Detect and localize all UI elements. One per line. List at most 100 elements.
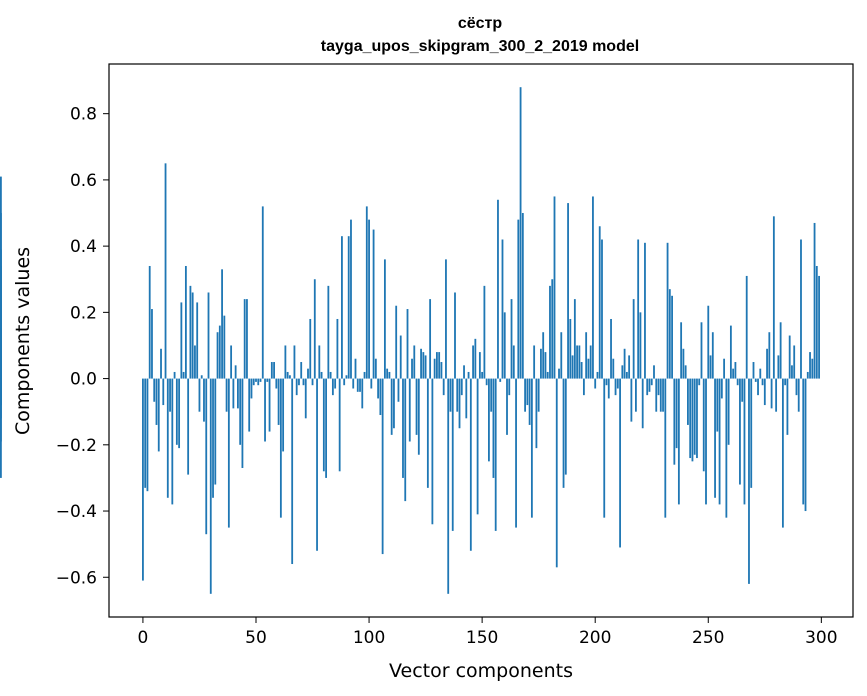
bar-236 (675, 378, 678, 449)
bar-117 (406, 309, 409, 379)
bar-undefined (0, 328, 2, 379)
bar-288 (793, 345, 796, 379)
bar-159 (501, 239, 504, 379)
bar-262 (734, 362, 737, 379)
bar-231 (664, 378, 667, 518)
bar-141 (460, 378, 463, 396)
bar-286 (788, 335, 791, 379)
bar-140 (458, 378, 461, 429)
bar-80 (322, 378, 325, 472)
bar-175 (537, 378, 540, 412)
bar-292 (802, 378, 805, 505)
y-tick-label: −0.4 (56, 502, 97, 522)
bar-269 (750, 378, 753, 488)
y-tick-label: 0.4 (70, 237, 97, 257)
bar-131 (438, 352, 441, 379)
bar-74 (309, 318, 312, 379)
x-tick-label: 50 (245, 628, 267, 648)
bar-285 (786, 378, 789, 435)
bar-206 (607, 378, 610, 399)
bar-222 (644, 242, 646, 379)
bar-248 (702, 378, 705, 472)
bar-33 (216, 332, 219, 379)
bar-153 (488, 378, 490, 462)
bar-184 (558, 368, 560, 379)
bar-237 (677, 378, 680, 505)
bar-249 (705, 378, 707, 505)
bar-64 (286, 371, 289, 379)
bar-44 (241, 378, 244, 468)
bar-213 (623, 348, 626, 379)
bar-97 (361, 378, 364, 409)
bar-53 (261, 206, 264, 379)
bar-14 (173, 371, 176, 379)
bar-52 (259, 378, 262, 382)
bar-161 (506, 378, 508, 435)
bar-204 (603, 378, 606, 518)
bar-25 (198, 378, 201, 412)
plot-frame (108, 63, 854, 618)
bar-34 (218, 325, 221, 379)
bar-19 (184, 265, 187, 379)
bar-96 (359, 378, 361, 392)
bar-268 (748, 378, 750, 584)
bar-264 (739, 378, 741, 485)
bar-87 (338, 378, 341, 472)
bar-281 (777, 355, 780, 379)
bar-116 (404, 378, 407, 502)
bar-115 (402, 378, 404, 478)
bar-215 (628, 355, 631, 379)
bar-6 (155, 378, 158, 425)
bar-171 (528, 378, 531, 425)
bar-212 (621, 365, 624, 379)
bar-238 (680, 322, 683, 379)
bar-123 (420, 348, 422, 379)
bar-181 (551, 279, 554, 379)
bar-17 (180, 302, 183, 379)
bar-139 (456, 378, 459, 412)
bar-67 (293, 345, 296, 379)
x-axis: 0 50 100 150 200 250 300 (138, 617, 838, 648)
bar-151 (483, 285, 486, 379)
bar-112 (395, 305, 398, 379)
bar-79 (320, 371, 323, 379)
bar-298 (815, 265, 818, 379)
bar-46 (246, 299, 248, 379)
bar-20 (187, 378, 190, 475)
bar-11 (166, 378, 169, 498)
bar-109 (388, 371, 391, 379)
bar-93 (352, 378, 355, 389)
bar-242 (689, 378, 692, 459)
bar-138 (454, 292, 456, 379)
bar-143 (465, 378, 468, 419)
bar-289 (795, 378, 798, 396)
bar-32 (214, 378, 217, 485)
bar-282 (779, 322, 782, 379)
bar-225 (650, 378, 653, 386)
bar-176 (540, 348, 542, 379)
bar-40 (232, 378, 235, 409)
bar-118 (408, 378, 411, 442)
bar-191 (573, 299, 576, 379)
bar-92 (350, 219, 352, 379)
bar-72 (304, 378, 307, 419)
y-tick-label: 0.8 (70, 105, 97, 125)
bar-56 (268, 378, 271, 432)
bar-266 (743, 378, 746, 505)
bar-219 (637, 239, 640, 379)
bar-119 (411, 358, 413, 379)
bar-218 (635, 378, 637, 412)
bar-43 (239, 378, 242, 445)
bar-208 (612, 358, 615, 379)
bar-275 (763, 378, 766, 406)
bar-234 (671, 295, 673, 379)
bar-280 (775, 378, 778, 412)
bar-69 (298, 378, 300, 386)
bar-71 (302, 378, 305, 386)
bar-114 (399, 335, 402, 379)
bar-55 (266, 378, 269, 382)
bar-60 (277, 378, 280, 425)
bar-158 (499, 378, 502, 382)
bar-233 (668, 289, 671, 379)
bar-295 (809, 352, 811, 379)
